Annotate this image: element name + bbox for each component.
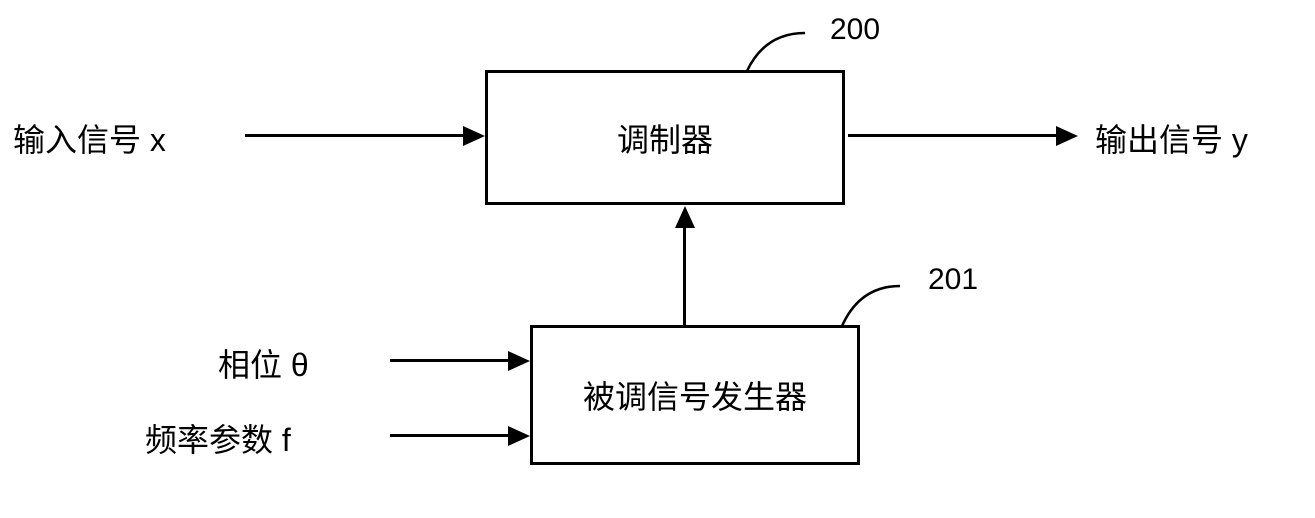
phase-label: 相位 θ <box>218 340 309 386</box>
block-diagram: 调制器 200 被调信号发生器 201 输入信号 x 输出信号 y 相位 θ 频 <box>0 0 1315 518</box>
generator-ref-curve <box>840 278 920 328</box>
arrow-head-output <box>1056 126 1078 146</box>
arrow-head-generator <box>675 206 695 228</box>
output-signal-label: 输出信号 y <box>1095 115 1248 161</box>
arrow-head-input <box>463 126 485 146</box>
input-signal-label: 输入信号 x <box>13 115 166 161</box>
modulator-label: 调制器 <box>617 115 713 161</box>
frequency-label: 频率参数 f <box>145 415 291 461</box>
arrow-head-phase <box>508 351 530 371</box>
signal-generator-ref: 201 <box>928 263 978 297</box>
arrow-frequency-to-generator <box>390 434 510 437</box>
arrow-head-frequency <box>508 426 530 446</box>
signal-generator-block: 被调信号发生器 <box>530 325 860 465</box>
arrow-modulator-to-output <box>848 134 1058 137</box>
arrow-generator-to-modulator <box>683 226 686 325</box>
modulator-ref: 200 <box>830 13 880 47</box>
arrow-input-to-modulator <box>245 134 465 137</box>
arrow-phase-to-generator <box>390 359 510 362</box>
modulator-block: 调制器 <box>485 70 845 205</box>
signal-generator-label: 被调信号发生器 <box>583 372 807 418</box>
modulator-ref-curve <box>745 25 825 73</box>
